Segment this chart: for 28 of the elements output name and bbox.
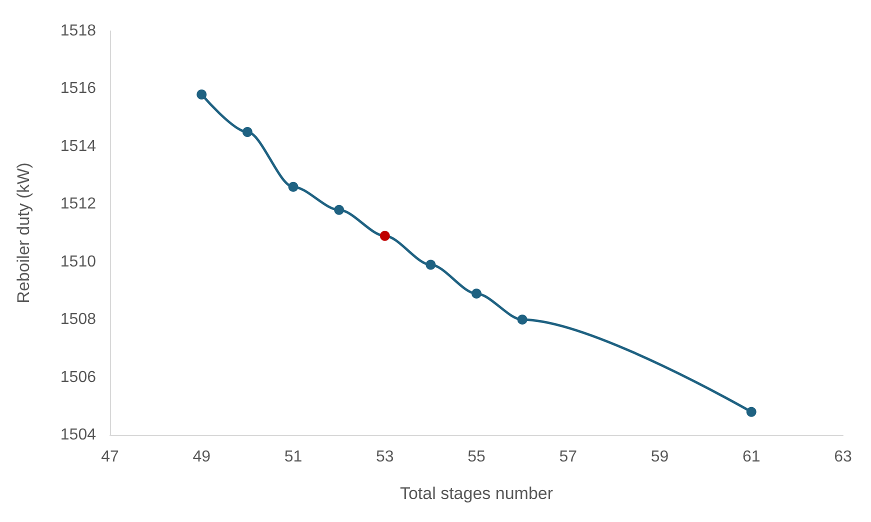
point [426,260,436,270]
x-tick-label: 47 [101,448,119,466]
x-tick-label: 55 [468,448,486,466]
point [288,182,298,192]
y-axis-title: Reboiler duty (kW) [14,162,33,304]
x-tick-label: 57 [559,448,578,466]
y-tick-label: 1514 [60,138,96,155]
x-axis-title: Total stages number [400,484,554,503]
y-tick-label: 1512 [60,196,96,213]
x-tick-label: 53 [376,448,394,466]
x-tick-label: 51 [284,448,302,466]
point [472,288,482,299]
y-tick-label: 1510 [60,253,96,270]
x-tick-label: 61 [742,448,760,466]
x-tick-label: 59 [650,448,669,466]
x-tick-label: 63 [834,448,852,466]
y-tick-label: 1508 [60,311,96,328]
y-tick-label: 1504 [60,426,96,444]
point [196,89,207,100]
y-tick-label: 1506 [60,368,96,386]
y-tick-label: 1516 [60,80,96,98]
y-tick-label: 1518 [60,22,96,40]
point [242,127,252,137]
point [746,406,756,417]
point [517,314,528,325]
x-tick-label: 49 [192,448,211,466]
point [334,204,344,215]
point [380,230,390,241]
